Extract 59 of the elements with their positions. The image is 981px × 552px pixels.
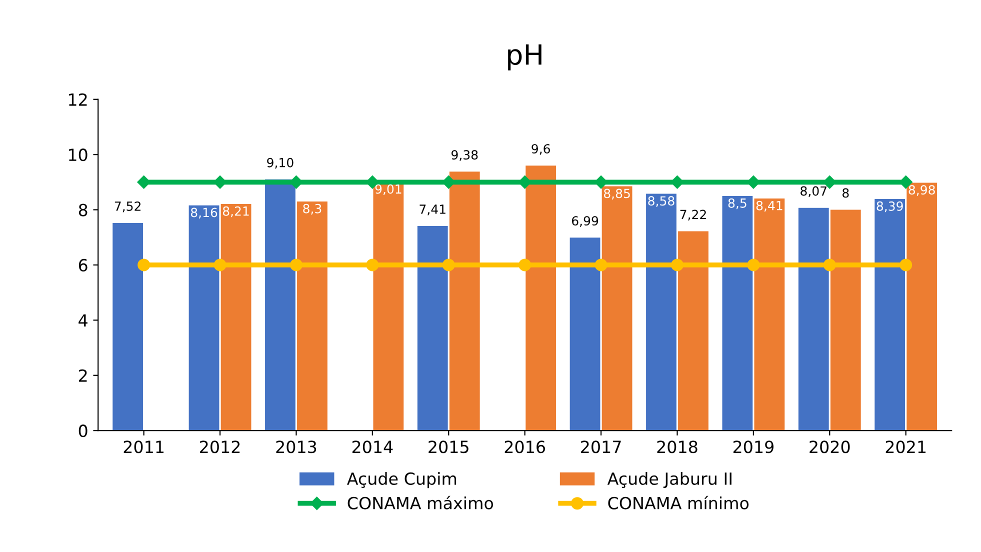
data-label: 9,38 xyxy=(452,150,478,161)
data-label: 8,5 xyxy=(728,198,746,210)
x-tick-label: 2019 xyxy=(733,440,774,454)
x-tick-label: 2011 xyxy=(124,440,164,454)
data-label: 8,85 xyxy=(604,188,630,200)
data-label: 9,6 xyxy=(532,144,550,155)
x-tick-label: 2021 xyxy=(886,440,926,454)
data-label: 8,3 xyxy=(303,204,322,215)
y-tick-label: 8 xyxy=(78,204,88,216)
x-tick-label: 2016 xyxy=(504,440,545,454)
bar xyxy=(874,198,906,431)
data-label: 7,22 xyxy=(680,210,706,220)
y-tick-label: 12 xyxy=(69,93,87,106)
x-tick-label: 2012 xyxy=(200,440,240,454)
bar xyxy=(646,194,676,431)
x-tick-label: 2013 xyxy=(276,440,316,454)
data-label: 8 xyxy=(842,188,849,198)
x-tick-label: 2020 xyxy=(810,440,850,454)
x-tick-label: 2017 xyxy=(581,440,621,454)
bar xyxy=(906,182,938,431)
legend-label: Açude Jaburu II xyxy=(607,472,732,488)
x-tick-label: 2014 xyxy=(352,440,393,454)
y-tick-label: 10 xyxy=(69,148,88,162)
x-tick-label: 2015 xyxy=(428,440,468,454)
bar xyxy=(754,198,785,431)
data-label: 8,16 xyxy=(190,208,218,219)
bar xyxy=(220,204,252,431)
data-label: 8,41 xyxy=(756,200,782,212)
chart-title: pH xyxy=(508,44,542,70)
data-label: 7,52 xyxy=(114,201,140,212)
bar xyxy=(830,210,861,431)
x-tick-label: 2018 xyxy=(657,440,698,454)
data-label: 6,99 xyxy=(572,216,598,227)
data-label: 9,01 xyxy=(375,184,402,196)
y-tick-label: 0 xyxy=(78,424,88,438)
data-label: 7,41 xyxy=(420,204,446,216)
data-label: 8,98 xyxy=(908,185,935,196)
bar xyxy=(297,201,328,431)
bar xyxy=(526,166,556,431)
bar xyxy=(678,231,708,431)
legend-label: CONAMA mínimo xyxy=(608,496,749,510)
y-tick-label: 2 xyxy=(78,369,87,382)
data-label: 8,07 xyxy=(800,186,826,198)
bar xyxy=(722,196,753,431)
bar xyxy=(449,172,480,431)
bar xyxy=(602,186,632,431)
data-label: 8,21 xyxy=(222,206,249,218)
data-label: 8,58 xyxy=(648,196,674,207)
bar xyxy=(188,205,220,431)
y-tick-label: 6 xyxy=(78,258,88,272)
bar xyxy=(417,226,448,431)
bar xyxy=(570,238,600,431)
data-label: 8,39 xyxy=(876,201,903,212)
legend-label: CONAMA máximo xyxy=(348,496,494,510)
bar xyxy=(798,208,829,431)
bar xyxy=(112,223,144,431)
y-tick-label: 4 xyxy=(78,314,88,326)
legend-label: Açude Cupim xyxy=(346,472,456,488)
data-label: 9,10 xyxy=(267,158,294,169)
